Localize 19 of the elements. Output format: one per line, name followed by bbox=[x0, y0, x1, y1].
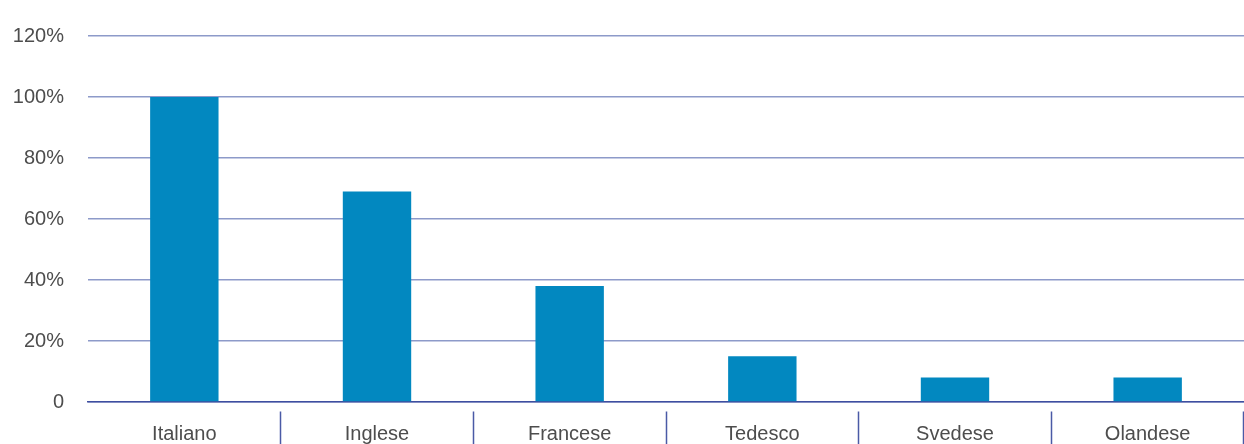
x-tick-label: Inglese bbox=[344, 421, 410, 444]
x-tick-label: Svedese bbox=[916, 421, 994, 444]
y-tick-label: 40% bbox=[23, 267, 65, 290]
bar bbox=[1113, 377, 1182, 402]
x-tick-label: Italiano bbox=[152, 421, 217, 444]
y-tick-label: 80% bbox=[23, 145, 65, 168]
y-tick-label: 120% bbox=[12, 23, 65, 46]
bar bbox=[342, 191, 412, 402]
bar bbox=[535, 286, 604, 402]
x-tick-label: Tedesco bbox=[725, 421, 800, 444]
x-tick-label: Olandese bbox=[1104, 421, 1191, 444]
bar bbox=[150, 97, 219, 402]
y-tick-label: 20% bbox=[23, 328, 65, 351]
bar bbox=[920, 377, 990, 402]
y-tick-label: 100% bbox=[12, 84, 65, 107]
y-tick-label: 60% bbox=[23, 206, 65, 229]
y-tick-label: 0 bbox=[52, 389, 64, 412]
bar bbox=[728, 356, 797, 402]
x-tick-label: Francese bbox=[527, 421, 612, 444]
